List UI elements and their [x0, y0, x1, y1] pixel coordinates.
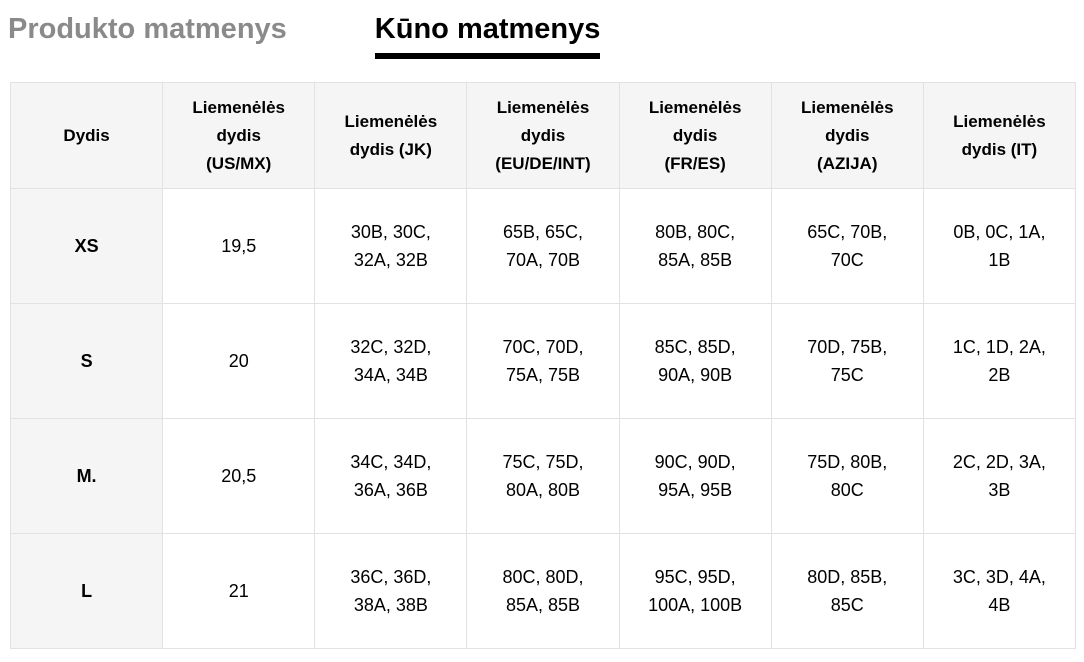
size-table-head: Dydis Liemenėlės dydis (US/MX) Liemenėlės … — [9, 82, 1077, 189]
table-row: M. 20,5 34C, 34D, 36A, 36B 75C, 75D, 80A, 8… — [9, 418, 1077, 534]
size-value-cell: 80D, 85B, 85C — [770, 533, 924, 649]
size-value-cell: 75D, 80B, 80C — [770, 418, 924, 534]
size-value-cell: 30B, 30C, 32A, 32B — [314, 188, 468, 304]
tab-body-dimensions[interactable]: Kūno matmenys — [374, 12, 601, 59]
size-value-cell: 75C, 75D, 80A, 80B — [466, 418, 620, 534]
table-row: S 20 32C, 32D, 34A, 34B 70C, 70D, 75A, 75B 8… — [9, 303, 1077, 419]
size-value-cell: 80B, 80C, 85A, 85B — [618, 188, 772, 304]
size-value-cell: 70C, 70D, 75A, 75B — [466, 303, 620, 419]
size-value-cell: 19,5 — [162, 188, 316, 304]
size-value-cell: 32C, 32D, 34A, 34B — [314, 303, 468, 419]
size-value-cell: 0B, 0C, 1A, 1B — [922, 188, 1077, 304]
column-header: Liemenėlės dydis (AZIJA) — [770, 82, 924, 189]
size-label-cell: XS — [9, 188, 164, 304]
column-header: Liemenėlės dydis (US/MX) — [162, 82, 316, 189]
size-value-cell: 95C, 95D, 100A, 100B — [618, 533, 772, 649]
size-value-cell: 34C, 34D, 36A, 36B — [314, 418, 468, 534]
table-row: XS 19,5 30B, 30C, 32A, 32B 65B, 65C, 70A, 7… — [9, 188, 1077, 304]
column-header: Liemenėlės dydis (EU/DE/INT) — [466, 82, 620, 189]
size-value-cell: 3C, 3D, 4A, 4B — [922, 533, 1077, 649]
size-value-cell: 80C, 80D, 85A, 85B — [466, 533, 620, 649]
size-label-cell: L — [9, 533, 164, 649]
size-value-cell: 65C, 70B, 70C — [770, 188, 924, 304]
size-label-cell: M. — [9, 418, 164, 534]
tab-product-dimensions[interactable]: Produkto matmenys — [8, 13, 287, 45]
size-value-cell: 85C, 85D, 90A, 90B — [618, 303, 772, 419]
header-row: Dydis Liemenėlės dydis (US/MX) Liemenėlės … — [9, 82, 1077, 189]
column-header: Liemenėlės dydis (FR/ES) — [618, 82, 772, 189]
column-header: Liemenėlės dydis (IT) — [922, 82, 1077, 189]
column-header: Liemenėlės dydis (JK) — [314, 82, 468, 189]
table-row: L 21 36C, 36D, 38A, 38B 80C, 80D, 85A, 85B 9… — [9, 533, 1077, 649]
size-label-cell: S — [9, 303, 164, 419]
column-header: Dydis — [9, 82, 164, 189]
size-value-cell: 65B, 65C, 70A, 70B — [466, 188, 620, 304]
size-value-cell: 36C, 36D, 38A, 38B — [314, 533, 468, 649]
size-value-cell: 90C, 90D, 95A, 95B — [618, 418, 772, 534]
size-table-body: XS 19,5 30B, 30C, 32A, 32B 65B, 65C, 70A, 7… — [9, 188, 1077, 649]
size-value-cell: 1C, 1D, 2A, 2B — [922, 303, 1077, 419]
size-table-container: Dydis Liemenėlės dydis (US/MX) Liemenėlės … — [9, 82, 1077, 649]
size-table: Dydis Liemenėlės dydis (US/MX) Liemenėlės … — [9, 82, 1077, 649]
size-value-cell: 20,5 — [162, 418, 316, 534]
size-value-cell: 70D, 75B, 75C — [770, 303, 924, 419]
size-value-cell: 20 — [162, 303, 316, 419]
size-chart-tabs: Produkto matmenys Kūno matmenys — [0, 0, 1084, 59]
size-value-cell: 21 — [162, 533, 316, 649]
size-value-cell: 2C, 2D, 3A, 3B — [922, 418, 1077, 534]
